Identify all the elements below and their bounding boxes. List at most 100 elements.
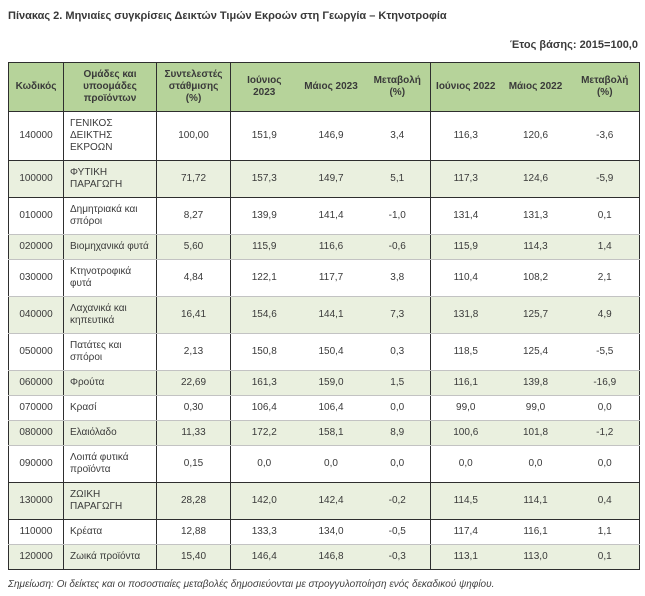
cell-code: 030000	[8, 259, 64, 297]
cell-code: 110000	[8, 519, 64, 545]
header-change-2022: Μεταβολή (%)	[570, 62, 640, 112]
cell-jun_2022: 116,1	[430, 370, 501, 396]
cell-code: 140000	[8, 111, 64, 161]
cell-name: Ελαιόλαδο	[63, 420, 157, 446]
cell-change_2022: 0,1	[570, 197, 640, 235]
cell-code: 070000	[8, 395, 64, 421]
cell-weight: 16,41	[156, 296, 231, 334]
cell-change_2023: 0,0	[364, 445, 431, 483]
cell-may_2022: 139,8	[500, 370, 571, 396]
cell-code: 010000	[8, 197, 64, 235]
cell-weight: 28,28	[156, 482, 231, 520]
cell-may_2023: 106,4	[297, 395, 365, 421]
cell-name: Δημητριακά και σπόροι	[63, 197, 157, 235]
indices-table: Κωδικός Ομάδες και υποομάδες προϊόντων Σ…	[8, 62, 640, 570]
cell-code: 060000	[8, 370, 64, 396]
cell-jun_2023: 122,1	[230, 259, 298, 297]
cell-change_2022: 1,4	[570, 234, 640, 260]
cell-may_2022: 125,4	[500, 333, 571, 371]
table-row: 070000 Κρασί 0,30 106,4 106,4 0,0 99,0 99,0 0,0	[8, 395, 640, 421]
cell-jun_2022: 115,9	[430, 234, 501, 260]
page-title: Πίνακας 2. Μηνιαίες συγκρίσεις Δεικτών Τ…	[8, 10, 447, 22]
cell-may_2023: 149,7	[297, 160, 365, 198]
cell-weight: 4,84	[156, 259, 231, 297]
cell-jun_2022: 118,5	[430, 333, 501, 371]
cell-may_2022: 131,3	[500, 197, 571, 235]
cell-may_2022: 116,1	[500, 519, 571, 545]
cell-name: Φρούτα	[63, 370, 157, 396]
header-weights: Συντελεστές στάθμισης (%)	[156, 62, 231, 112]
cell-change_2022: 4,9	[570, 296, 640, 334]
table-row: 110000 Κρέατα 12,88 133,3 134,0 -0,5 117,4 116,…	[8, 519, 640, 545]
table-row: 020000 Βιομηχανικά φυτά 5,60 115,9 116,6 -0,6…	[8, 234, 640, 260]
cell-may_2023: 144,1	[297, 296, 365, 334]
cell-name: Πατάτες και σπόροι	[63, 333, 157, 371]
cell-may_2022: 0,0	[500, 445, 571, 483]
table-row: 080000 Ελαιόλαδο 11,33 172,2 158,1 8,9 100,6 10…	[8, 420, 640, 446]
cell-weight: 5,60	[156, 234, 231, 260]
cell-change_2022: 2,1	[570, 259, 640, 297]
cell-may_2022: 114,3	[500, 234, 571, 260]
cell-weight: 71,72	[156, 160, 231, 198]
header-may-2023: Μάιος 2023	[297, 62, 365, 112]
cell-change_2023: 0,0	[364, 395, 431, 421]
base-year-label: Έτος βάσης: 2015=100,0	[509, 39, 638, 51]
cell-jun_2022: 113,1	[430, 544, 501, 570]
cell-name: Βιομηχανικά φυτά	[63, 234, 157, 260]
cell-name: Κρασί	[63, 395, 157, 421]
cell-weight: 0,30	[156, 395, 231, 421]
cell-may_2022: 114,1	[500, 482, 571, 520]
cell-jun_2023: 172,2	[230, 420, 298, 446]
cell-change_2023: 5,1	[364, 160, 431, 198]
table-row: 060000 Φρούτα 22,69 161,3 159,0 1,5 116,1 139,8…	[8, 370, 640, 396]
cell-jun_2023: 154,6	[230, 296, 298, 334]
cell-jun_2022: 114,5	[430, 482, 501, 520]
cell-may_2023: 146,9	[297, 111, 365, 161]
cell-change_2022: -5,9	[570, 160, 640, 198]
cell-code: 050000	[8, 333, 64, 371]
table-row: 100000 ΦΥΤΙΚΗ ΠΑΡΑΓΩΓΗ 71,72 157,3 149,7 5,1 1…	[8, 160, 640, 198]
cell-may_2023: 158,1	[297, 420, 365, 446]
cell-jun_2022: 99,0	[430, 395, 501, 421]
cell-may_2023: 117,7	[297, 259, 365, 297]
cell-jun_2022: 0,0	[430, 445, 501, 483]
cell-change_2022: -16,9	[570, 370, 640, 396]
cell-change_2023: -0,3	[364, 544, 431, 570]
cell-code: 090000	[8, 445, 64, 483]
cell-change_2022: 0,1	[570, 544, 640, 570]
cell-weight: 2,13	[156, 333, 231, 371]
cell-may_2023: 0,0	[297, 445, 365, 483]
cell-may_2023: 116,6	[297, 234, 365, 260]
cell-change_2023: -0,6	[364, 234, 431, 260]
table-row: 030000 Κτηνοτροφικά φυτά 4,84 122,1 117,7 3,8…	[8, 259, 640, 297]
header-may-2022: Μάιος 2022	[500, 62, 571, 112]
cell-weight: 11,33	[156, 420, 231, 446]
table-header: Κωδικός Ομάδες και υποομάδες προϊόντων Σ…	[8, 62, 640, 112]
cell-change_2023: 8,9	[364, 420, 431, 446]
cell-may_2023: 141,4	[297, 197, 365, 235]
cell-change_2023: -1,0	[364, 197, 431, 235]
cell-change_2023: 0,3	[364, 333, 431, 371]
header-jun-2023: Ιούνιος 2023	[230, 62, 298, 112]
table-row: 050000 Πατάτες και σπόροι 2,13 150,8 150,4 0,…	[8, 333, 640, 371]
cell-change_2023: 7,3	[364, 296, 431, 334]
cell-code: 130000	[8, 482, 64, 520]
cell-name: ΓΕΝΙΚΟΣ ΔΕΙΚΤΗΣ ΕΚΡΟΩΝ	[63, 111, 157, 161]
cell-weight: 0,15	[156, 445, 231, 483]
table-row: 130000 ΖΩΙΚΗ ΠΑΡΑΓΩΓΗ 28,28 142,0 142,4 -0,2 1…	[8, 482, 640, 520]
cell-name: ΦΥΤΙΚΗ ΠΑΡΑΓΩΓΗ	[63, 160, 157, 198]
cell-name: Κρέατα	[63, 519, 157, 545]
cell-jun_2023: 115,9	[230, 234, 298, 260]
cell-change_2022: -5,5	[570, 333, 640, 371]
cell-may_2022: 99,0	[500, 395, 571, 421]
cell-name: ΖΩΙΚΗ ΠΑΡΑΓΩΓΗ	[63, 482, 157, 520]
cell-change_2023: 3,8	[364, 259, 431, 297]
cell-jun_2022: 100,6	[430, 420, 501, 446]
header-change-2023: Μεταβολή (%)	[364, 62, 431, 112]
cell-code: 100000	[8, 160, 64, 198]
cell-jun_2022: 110,4	[430, 259, 501, 297]
cell-jun_2022: 131,4	[430, 197, 501, 235]
cell-may_2022: 120,6	[500, 111, 571, 161]
cell-name: Λαχανικά και κηπευτικά	[63, 296, 157, 334]
